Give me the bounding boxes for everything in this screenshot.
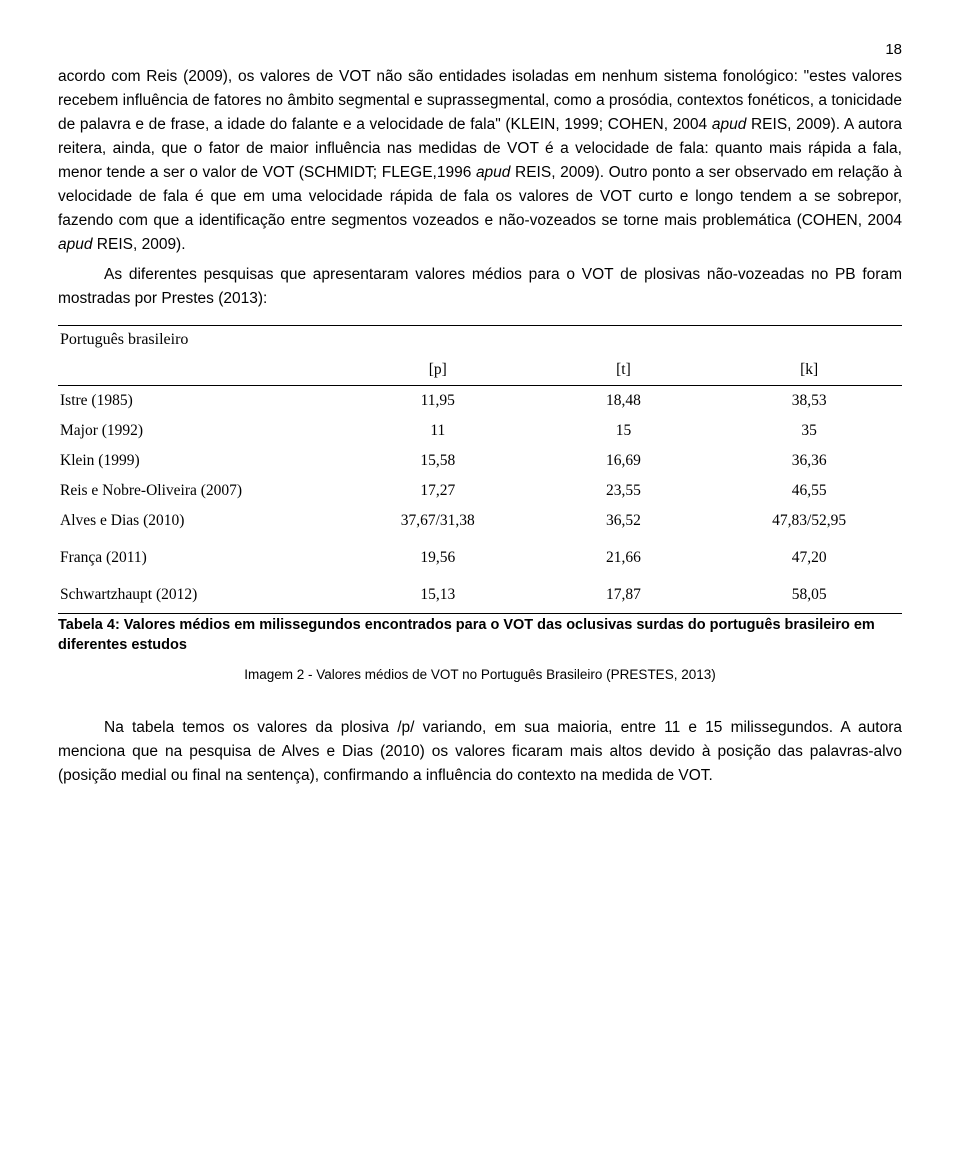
table-language-header: Português brasileiro [58, 326, 902, 355]
table-row-label: Klein (1999) [58, 446, 345, 476]
table-cell: 47,20 [716, 536, 902, 573]
table-caption: Tabela 4: Valores médios em milissegundo… [58, 616, 902, 655]
table-cell: 46,55 [716, 476, 902, 506]
paragraph-3: Na tabela temos os valores da plosiva /p… [58, 716, 902, 788]
table-row: Major (1992)111535 [58, 416, 902, 446]
para1-text-d: REIS, 2009). [92, 236, 185, 253]
table-cell: 15,58 [345, 446, 531, 476]
table-cell: 36,36 [716, 446, 902, 476]
table-cell: 21,66 [531, 536, 717, 573]
table-row-label: Major (1992) [58, 416, 345, 446]
table-header-t: [t] [531, 355, 717, 386]
table-cell: 17,87 [531, 573, 717, 614]
table-cell: 36,52 [531, 506, 717, 536]
table-cell: 11 [345, 416, 531, 446]
table-cell: 38,53 [716, 386, 902, 417]
image-caption: Imagem 2 - Valores médios de VOT no Port… [58, 665, 902, 686]
paragraph-2: As diferentes pesquisas que apresentaram… [58, 263, 902, 311]
table-header-k: [k] [716, 355, 902, 386]
table-header-empty [58, 355, 345, 386]
table-cell: 47,83/52,95 [716, 506, 902, 536]
table-cell: 37,67/31,38 [345, 506, 531, 536]
table-cell: 16,69 [531, 446, 717, 476]
table-row: França (2011)19,5621,6647,20 [58, 536, 902, 573]
table-cell: 15 [531, 416, 717, 446]
table-row: Reis e Nobre-Oliveira (2007)17,2723,5546… [58, 476, 902, 506]
table-row-label: Istre (1985) [58, 386, 345, 417]
table-row-label: França (2011) [58, 536, 345, 573]
table-cell: 11,95 [345, 386, 531, 417]
apud-3: apud [58, 236, 92, 253]
table-cell: 17,27 [345, 476, 531, 506]
table-row: Schwartzhaupt (2012)15,1317,8758,05 [58, 573, 902, 614]
apud-2: apud [476, 164, 510, 181]
page-number: 18 [58, 38, 902, 61]
table-cell: 19,56 [345, 536, 531, 573]
apud-1: apud [712, 116, 746, 133]
vot-table: Português brasileiro [p] [t] [k] Istre (… [58, 325, 902, 614]
table-header-p: [p] [345, 355, 531, 386]
paragraph-1: acordo com Reis (2009), os valores de VO… [58, 65, 902, 257]
table-row-label: Alves e Dias (2010) [58, 506, 345, 536]
table-cell: 23,55 [531, 476, 717, 506]
table-cell: 15,13 [345, 573, 531, 614]
table-row: Istre (1985)11,9518,4838,53 [58, 386, 902, 417]
table-row: Alves e Dias (2010)37,67/31,3836,5247,83… [58, 506, 902, 536]
vot-table-wrap: Português brasileiro [p] [t] [k] Istre (… [58, 325, 902, 655]
table-body: Istre (1985)11,9518,4838,53Major (1992)1… [58, 386, 902, 614]
table-cell: 58,05 [716, 573, 902, 614]
table-row: Klein (1999)15,5816,6936,36 [58, 446, 902, 476]
table-cell: 35 [716, 416, 902, 446]
table-row-label: Reis e Nobre-Oliveira (2007) [58, 476, 345, 506]
table-cell: 18,48 [531, 386, 717, 417]
table-row-label: Schwartzhaupt (2012) [58, 573, 345, 614]
